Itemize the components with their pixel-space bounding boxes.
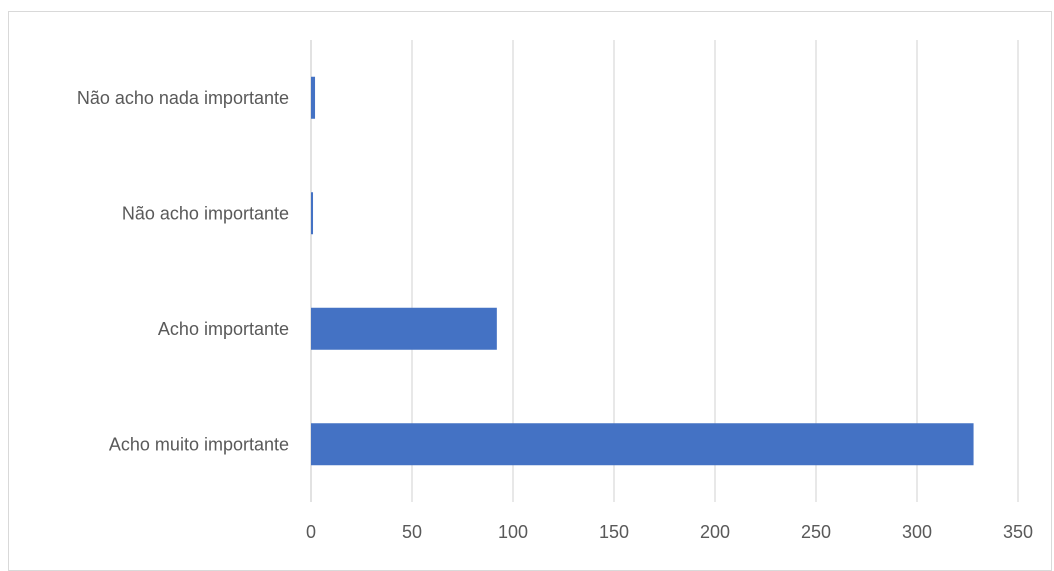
bar-0 [311,76,316,119]
category-label: Não acho nada importante [77,88,289,108]
x-tick-label: 150 [599,522,629,542]
category-label: Não acho importante [122,203,289,223]
category-labels: Não acho nada importante Não acho importa… [77,88,289,455]
x-tick-label: 350 [1003,522,1033,542]
x-tick-label: 100 [498,522,528,542]
x-tick-label: 200 [700,522,730,542]
bar-3 [311,423,974,466]
bars [311,76,974,466]
x-tick-labels: 0 50 100 150 200 250 300 350 [306,522,1033,542]
category-label: Acho muito importante [109,434,289,454]
chart-frame [8,11,1052,571]
x-tick-label: 0 [306,522,316,542]
x-tick-label: 300 [902,522,932,542]
category-label: Acho importante [158,319,289,339]
x-tick-label: 50 [402,522,422,542]
x-tick-label: 250 [801,522,831,542]
bar-1 [311,192,314,235]
bar-2 [311,307,497,350]
